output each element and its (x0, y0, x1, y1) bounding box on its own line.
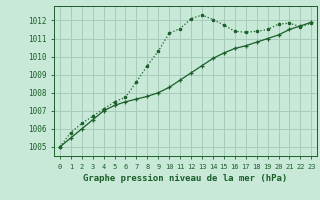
X-axis label: Graphe pression niveau de la mer (hPa): Graphe pression niveau de la mer (hPa) (84, 174, 288, 183)
